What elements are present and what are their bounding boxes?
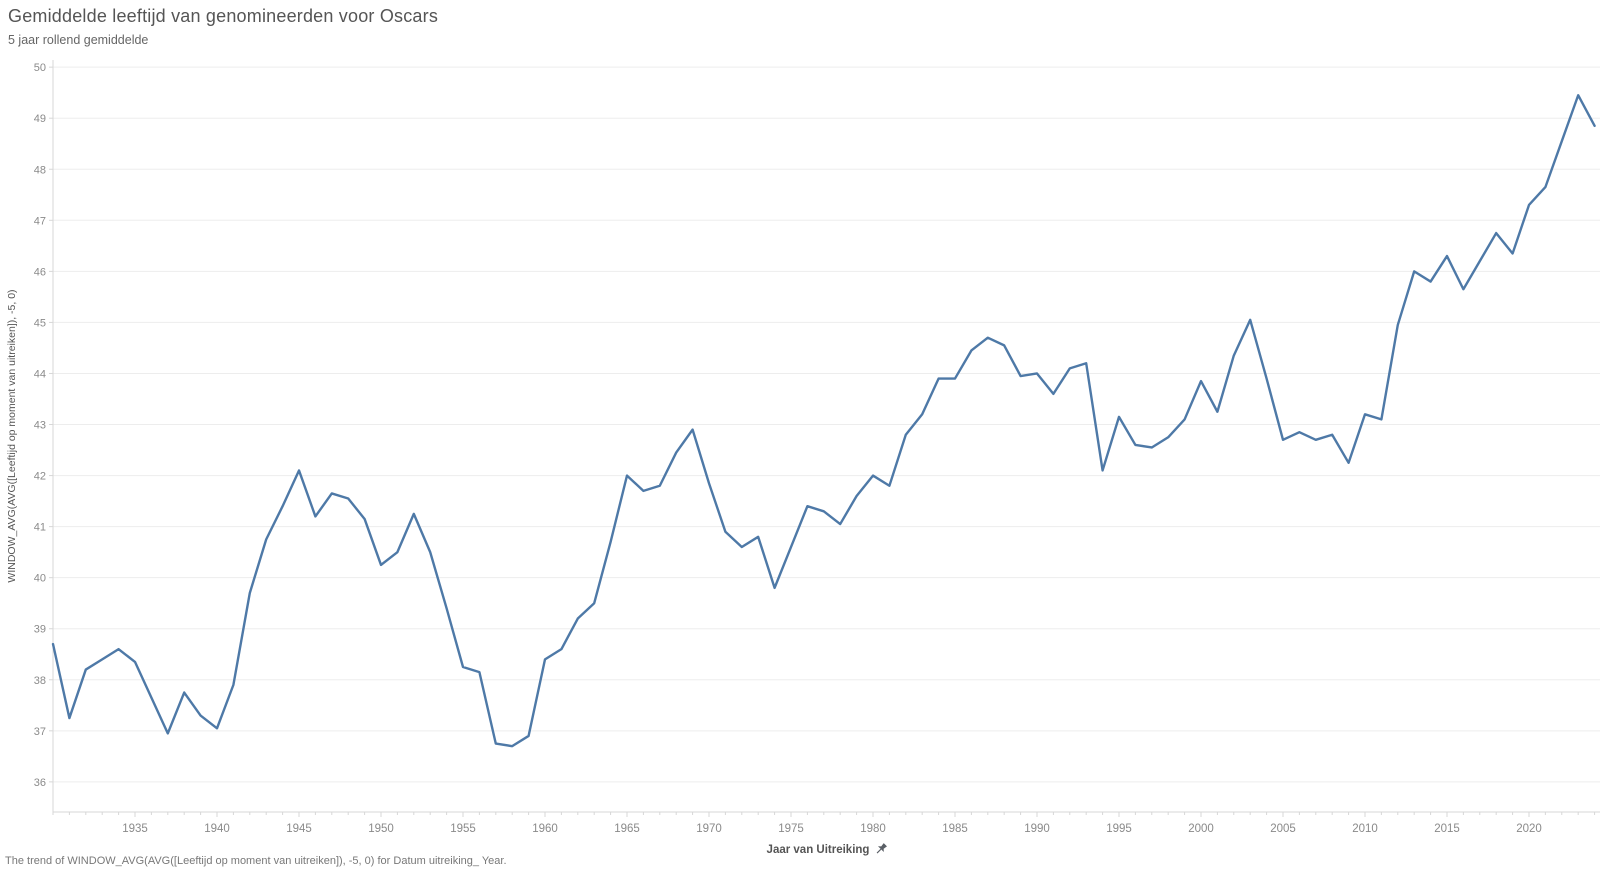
x-tick-label: 1985 bbox=[942, 823, 968, 835]
x-tick-label: 2010 bbox=[1352, 823, 1378, 835]
y-tick-label: 37 bbox=[34, 726, 46, 738]
y-tick-label: 36 bbox=[34, 777, 46, 789]
x-axis-title: Jaar van Uitreiking bbox=[766, 840, 889, 859]
x-tick-label: 1970 bbox=[696, 823, 722, 835]
y-tick-label: 39 bbox=[34, 624, 46, 636]
x-axis-title-text: Jaar van Uitreiking bbox=[766, 844, 870, 856]
y-tick-label: 40 bbox=[34, 573, 46, 585]
y-tick-label: 41 bbox=[34, 522, 46, 534]
x-tick-label: 1950 bbox=[368, 823, 394, 835]
x-tick-label: 1980 bbox=[860, 823, 886, 835]
y-tick-label: 46 bbox=[34, 266, 46, 278]
y-axis-title: WINDOW_AVG(AVG([Leeftijd op moment van u… bbox=[6, 289, 18, 583]
trend-line-mark[interactable] bbox=[51, 94, 1596, 748]
y-tick-label: 47 bbox=[34, 215, 46, 227]
x-tick-label: 1995 bbox=[1106, 823, 1132, 835]
y-tick-label: 38 bbox=[34, 675, 46, 687]
chart-subtitle: 5 jaar rollend gemiddelde bbox=[8, 33, 149, 47]
x-tick-label: 1955 bbox=[450, 823, 476, 835]
y-tick-label: 43 bbox=[34, 420, 46, 432]
x-tick-label: 1965 bbox=[614, 823, 640, 835]
y-tick-label: 50 bbox=[34, 62, 46, 74]
x-tick-label: 1990 bbox=[1024, 823, 1050, 835]
trend-caption: The trend of WINDOW_AVG(AVG([Leeftijd op… bbox=[5, 855, 507, 867]
y-tick-label: 42 bbox=[34, 471, 46, 483]
y-tick-label: 44 bbox=[34, 368, 46, 380]
y-tick-label: 48 bbox=[34, 164, 46, 176]
y-tick-label: 45 bbox=[34, 317, 46, 329]
y-tick-label: 49 bbox=[34, 113, 46, 125]
x-tick-label: 1935 bbox=[122, 823, 148, 835]
x-tick-label: 2000 bbox=[1188, 823, 1214, 835]
page-title: Gemiddelde leeftijd van genomineerden vo… bbox=[8, 6, 439, 26]
x-tick-label: 2020 bbox=[1516, 823, 1542, 835]
x-tick-label: 2015 bbox=[1434, 823, 1460, 835]
x-tick-label: 1975 bbox=[778, 823, 804, 835]
x-tick-label: 1940 bbox=[204, 823, 230, 835]
x-tick-label: 1945 bbox=[286, 823, 312, 835]
x-tick-label: 1960 bbox=[532, 823, 558, 835]
pin-icon[interactable] bbox=[870, 840, 889, 859]
x-tick-label: 2005 bbox=[1270, 823, 1296, 835]
